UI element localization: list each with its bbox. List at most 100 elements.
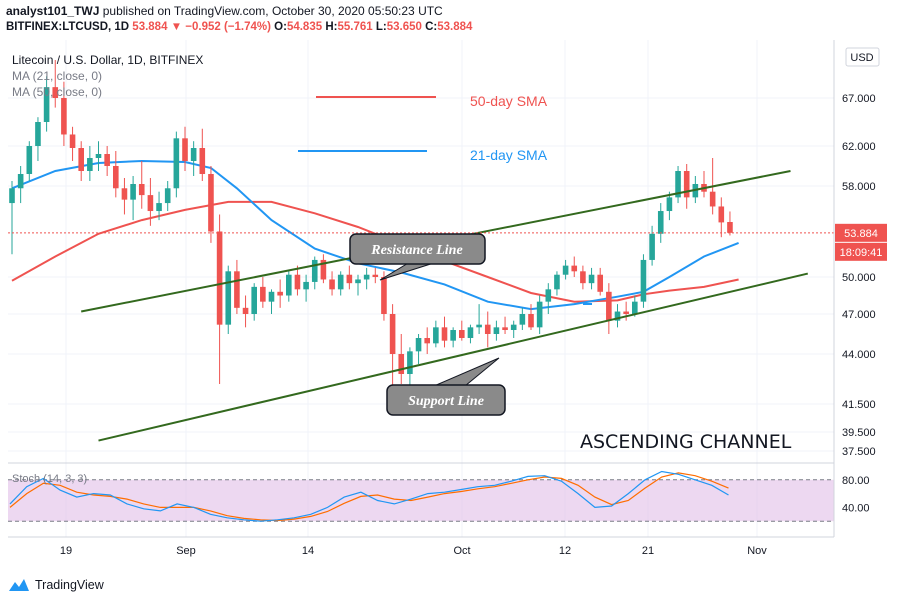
candle-body xyxy=(727,222,733,233)
candle xyxy=(398,334,405,384)
candle xyxy=(43,76,50,132)
candle-body xyxy=(381,277,387,314)
candle xyxy=(17,166,24,204)
publish-info: analyst101_TWJ published on TradingView.… xyxy=(6,4,443,18)
candle-body xyxy=(545,289,552,302)
candle-body xyxy=(138,184,145,196)
candle-body xyxy=(43,87,50,122)
candle xyxy=(519,307,526,330)
candle-body xyxy=(355,279,361,284)
last-price: 53.884 xyxy=(132,21,168,33)
candle xyxy=(190,141,197,176)
candle xyxy=(580,265,586,290)
candle xyxy=(216,214,223,384)
chart-area[interactable]: Litecoin / U.S. Dollar, 1D, BITFINEX MA … xyxy=(0,40,900,570)
candle-body xyxy=(61,98,67,135)
time-axis[interactable]: 19 Sep 14 Oct 12 21 Nov xyxy=(8,536,834,557)
candle-body xyxy=(242,307,249,314)
candle xyxy=(164,181,171,212)
time-tick-label: Nov xyxy=(747,545,767,557)
countdown-badge xyxy=(835,242,887,261)
resistance-callout: Resistance Line xyxy=(349,233,486,281)
candle xyxy=(242,295,249,328)
candle xyxy=(554,271,560,296)
candle-body xyxy=(199,148,206,174)
resistance-label: Resistance Line xyxy=(370,243,462,258)
candle xyxy=(9,181,15,255)
candle-body xyxy=(251,286,257,314)
time-tick-label: 14 xyxy=(302,545,314,557)
candle xyxy=(571,256,578,277)
stoch-overbought-band xyxy=(8,479,834,522)
stoch-tick-label: 40.00 xyxy=(842,502,870,514)
candle-body xyxy=(173,138,180,189)
last-price-badge xyxy=(835,223,887,242)
candle-body xyxy=(389,314,396,354)
candle-body xyxy=(502,327,508,330)
candle xyxy=(666,191,673,221)
candle-body xyxy=(588,274,595,284)
candle xyxy=(337,271,344,296)
candle-body xyxy=(467,327,474,338)
candle xyxy=(329,271,335,296)
candle-body xyxy=(675,171,681,198)
candle xyxy=(355,274,361,296)
candle-body xyxy=(303,281,309,290)
candle xyxy=(433,320,439,348)
down-arrow-icon: ▼ xyxy=(170,21,183,33)
time-tick-label: Oct xyxy=(453,545,470,557)
currency-badge[interactable]: USD xyxy=(845,47,880,67)
candle xyxy=(502,316,508,334)
price-tick-label: 37.500 xyxy=(842,446,876,458)
candle-body xyxy=(208,174,214,232)
price-tick-label: 44.000 xyxy=(842,349,876,361)
candle xyxy=(286,271,292,302)
candle-body xyxy=(433,327,439,344)
tradingview-logo-icon xyxy=(9,579,29,591)
candle xyxy=(130,176,136,221)
candle-body xyxy=(363,274,370,280)
candle-body xyxy=(623,311,629,314)
price-tick-label: 67.000 xyxy=(842,93,876,105)
candle-body xyxy=(657,211,664,234)
candle-body xyxy=(372,274,379,277)
time-tick-label: Sep xyxy=(176,545,196,557)
candle xyxy=(156,191,162,221)
candle-body xyxy=(666,197,673,212)
candle-body xyxy=(632,301,638,314)
price-axis[interactable]: 67.000 62.000 58.000 50.000 47.000 44.000 41.5… xyxy=(833,40,900,537)
candle xyxy=(346,265,353,290)
price-tick-label: 39.500 xyxy=(842,427,876,439)
candle-body xyxy=(407,351,413,374)
support-callout: Support Line xyxy=(386,357,506,416)
candle xyxy=(225,265,232,334)
author-name[interactable]: analyst101_TWJ xyxy=(6,4,100,18)
candle xyxy=(467,324,474,344)
candle xyxy=(87,146,93,181)
candle-body xyxy=(17,174,24,189)
candle-body xyxy=(614,311,621,321)
countdown-value: 18:09:41 xyxy=(840,247,883,259)
stoch-legend: Stoch (14, 3, 3) xyxy=(12,473,87,485)
candle-body xyxy=(182,138,188,161)
candle-body xyxy=(640,259,647,302)
candle-body xyxy=(459,330,465,338)
candle xyxy=(484,311,491,348)
brand-footer[interactable]: TradingView xyxy=(8,574,104,596)
candle-body xyxy=(78,148,84,171)
candle xyxy=(113,151,119,198)
time-tick-label: 21 xyxy=(642,545,654,557)
candle-body xyxy=(294,274,301,290)
candle-body xyxy=(606,291,612,321)
candle xyxy=(459,320,465,341)
candle xyxy=(640,254,647,308)
candle-body xyxy=(398,354,405,374)
candle xyxy=(363,267,370,290)
time-tick-label: 12 xyxy=(559,545,571,557)
candle xyxy=(536,295,543,334)
candle-body xyxy=(130,184,136,200)
candle-body xyxy=(277,291,283,296)
price-tick-label: 62.000 xyxy=(842,141,876,153)
candle-body xyxy=(493,327,500,334)
candle-body xyxy=(450,330,456,341)
